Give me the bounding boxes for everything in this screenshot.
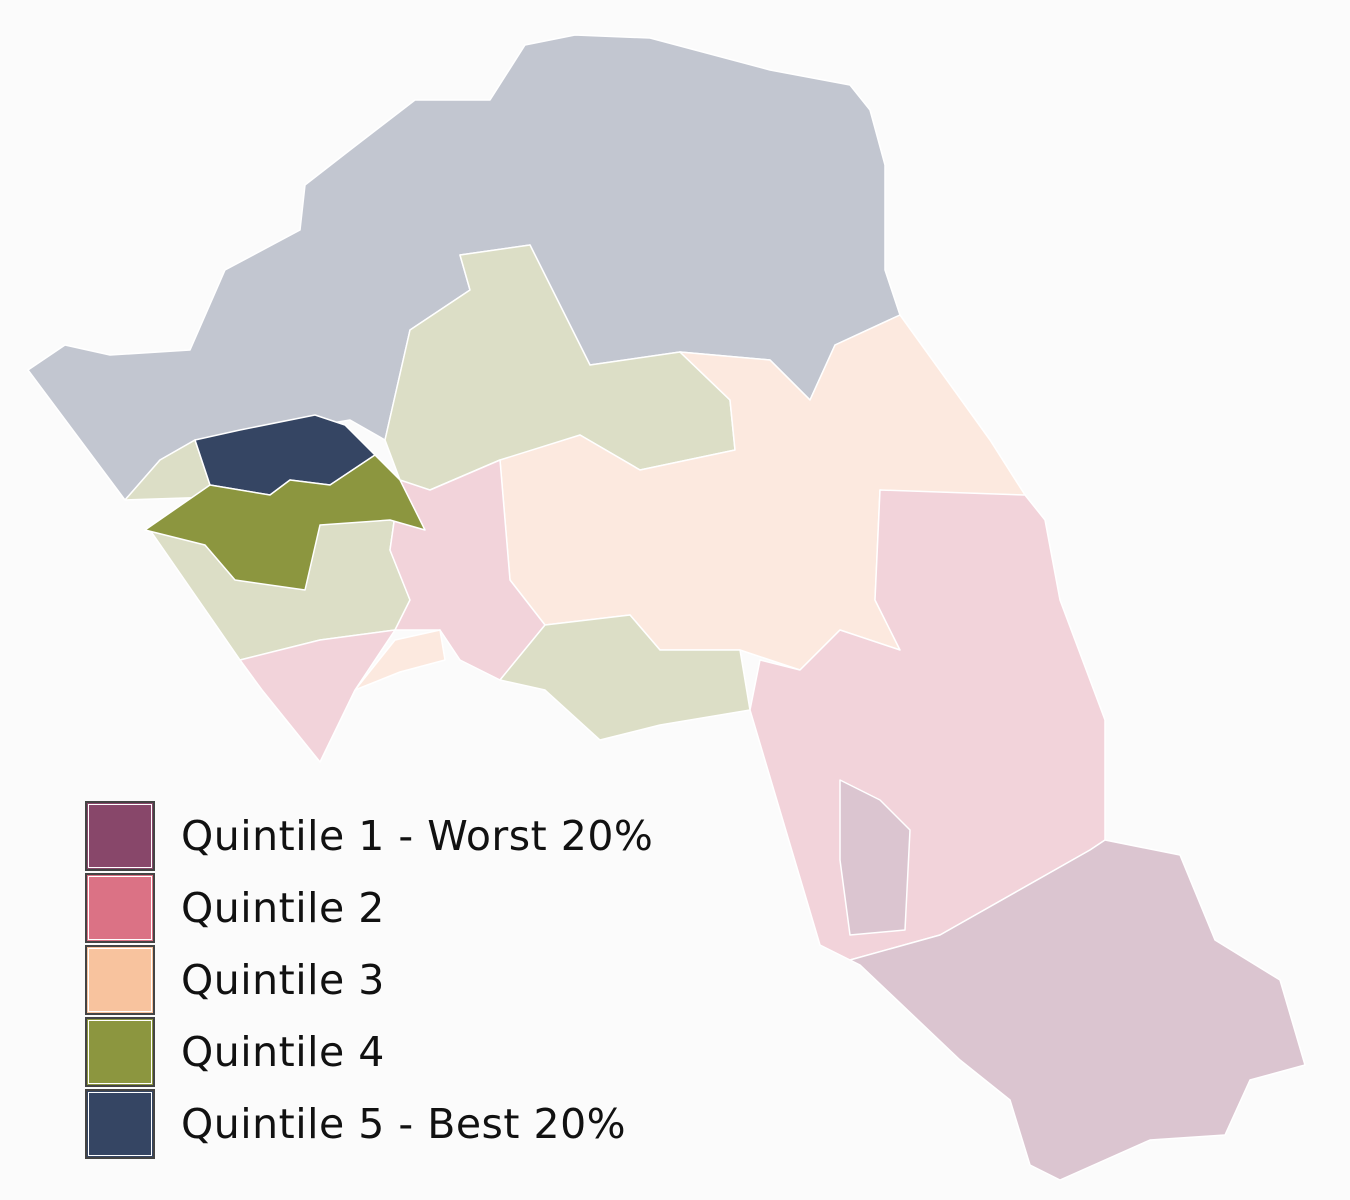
region-quintile-2 bbox=[389, 459, 546, 681]
region-quintile-2 bbox=[239, 629, 396, 763]
legend-swatch bbox=[85, 1089, 155, 1159]
legend-item-q5: Quintile 5 - Best 20% bbox=[85, 1088, 653, 1160]
legend-label: Quintile 3 bbox=[181, 956, 385, 1004]
region-quintile-3 bbox=[354, 629, 446, 691]
region-quintile-1 bbox=[849, 839, 1306, 1181]
legend-label: Quintile 4 bbox=[181, 1028, 385, 1076]
legend-swatch bbox=[85, 945, 155, 1015]
legend-label: Quintile 2 bbox=[181, 884, 385, 932]
legend: Quintile 1 - Worst 20% Quintile 2 Quinti… bbox=[85, 800, 653, 1160]
legend-item-q1: Quintile 1 - Worst 20% bbox=[85, 800, 653, 872]
legend-swatch bbox=[85, 801, 155, 871]
region-quintile-4-highlighted bbox=[144, 454, 426, 591]
legend-swatch bbox=[85, 1017, 155, 1087]
legend-item-q4: Quintile 4 bbox=[85, 1016, 653, 1088]
legend-label: Quintile 1 - Worst 20% bbox=[181, 812, 654, 860]
legend-swatch bbox=[85, 873, 155, 943]
legend-label: Quintile 5 - Best 20% bbox=[181, 1100, 627, 1148]
region-quintile-5 bbox=[27, 34, 901, 501]
legend-item-q2: Quintile 2 bbox=[85, 872, 653, 944]
legend-item-q3: Quintile 3 bbox=[85, 944, 653, 1016]
region-quintile-1 bbox=[839, 779, 911, 936]
region-quintile-4 bbox=[499, 614, 751, 741]
